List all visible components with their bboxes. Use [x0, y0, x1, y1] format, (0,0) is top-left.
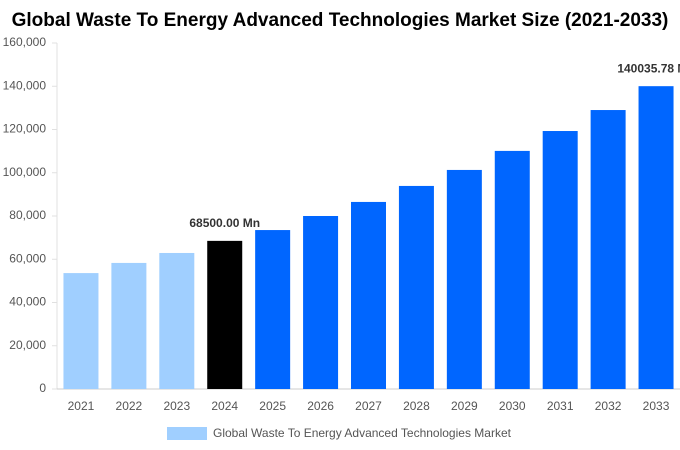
- bar: [111, 262, 147, 389]
- x-tick-label: 2028: [403, 399, 430, 413]
- legend-label: Global Waste To Energy Advanced Technolo…: [213, 426, 512, 440]
- y-tick-label: 120,000: [3, 122, 47, 136]
- x-tick-label: 2031: [547, 399, 574, 413]
- x-tick-label: 2027: [355, 399, 382, 413]
- x-tick-label: 2033: [643, 399, 670, 413]
- x-tick-label: 2032: [595, 399, 622, 413]
- bar: [638, 86, 674, 390]
- value-label: 68500.00 Mn: [189, 216, 260, 230]
- y-tick-label: 60,000: [9, 251, 46, 265]
- bar: [398, 185, 434, 389]
- y-tick-label: 160,000: [3, 35, 47, 49]
- y-tick-label: 20,000: [9, 338, 46, 352]
- legend-swatch: [167, 427, 207, 440]
- bar: [542, 131, 578, 390]
- bar: [446, 169, 482, 389]
- bar: [590, 110, 626, 389]
- bar: [63, 273, 99, 389]
- bar: [159, 252, 195, 389]
- y-tick-label: 0: [39, 381, 46, 395]
- y-tick-label: 140,000: [3, 78, 47, 92]
- x-tick-label: 2025: [259, 399, 286, 413]
- bar: [255, 230, 291, 389]
- bar: [207, 240, 243, 389]
- x-tick-label: 2021: [68, 399, 95, 413]
- bar: [494, 150, 530, 389]
- y-tick-label: 100,000: [3, 165, 47, 179]
- x-tick-label: 2026: [307, 399, 334, 413]
- bar: [351, 201, 386, 389]
- y-tick-label: 80,000: [9, 208, 46, 222]
- x-tick-label: 2023: [163, 399, 190, 413]
- x-tick-label: 2022: [116, 399, 143, 413]
- x-tick-label: 2030: [499, 399, 526, 413]
- y-tick-label: 40,000: [9, 295, 46, 309]
- x-tick-label: 2029: [451, 399, 478, 413]
- chart-title: Global Waste To Energy Advanced Technolo…: [12, 10, 669, 31]
- x-tick-label: 2024: [211, 399, 238, 413]
- bar: [303, 216, 339, 389]
- value-label: 140035.78 Mn: [617, 61, 680, 75]
